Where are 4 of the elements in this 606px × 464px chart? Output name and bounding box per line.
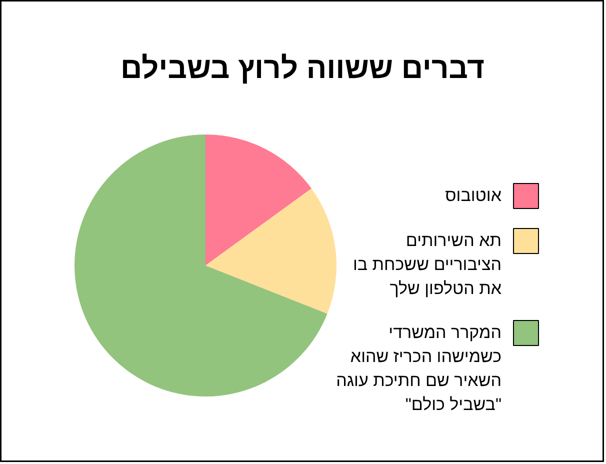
legend-label: המקרר המשרדי כשמישהו הכריז שהוא השאיר שם חתיכת עוגה "בשביל כולם" [336, 323, 502, 414]
chart-title: דברים ששווה לרוץ בשבילם [120, 52, 484, 85]
legend-label: תא השירותים הציבוריים ששכחת בו את הטלפון שלך [352, 231, 502, 298]
legend-label: אוטובוס [445, 186, 502, 205]
